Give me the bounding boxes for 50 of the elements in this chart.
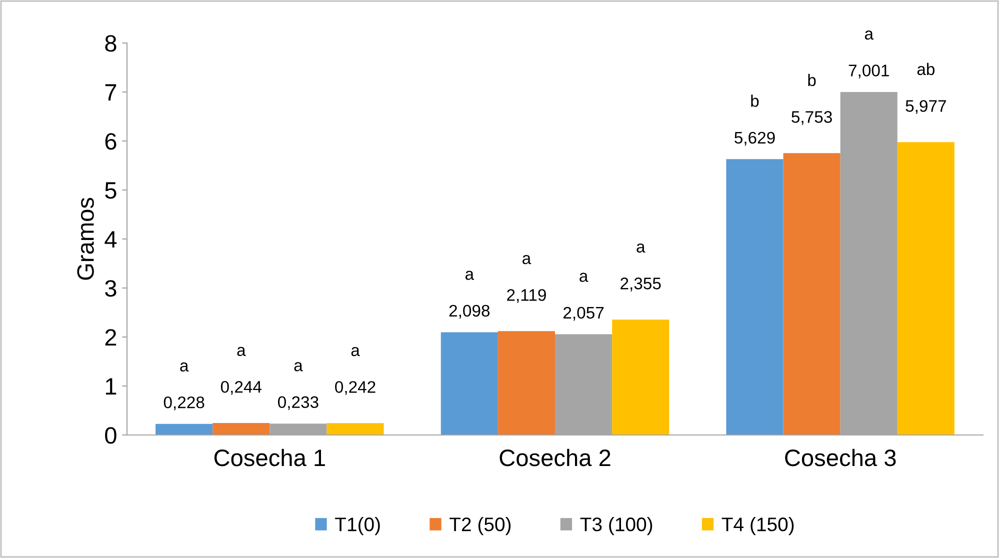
annotation: a (237, 346, 246, 356)
annotation: b (808, 74, 816, 86)
annotation: a (351, 347, 360, 356)
text: a (864, 30, 874, 40)
legend-label: T3 (100) (580, 516, 652, 536)
annotation: ab (917, 62, 935, 76)
annotation: b (751, 94, 759, 107)
bar (783, 153, 840, 435)
legend-label: T4 (150) (722, 516, 794, 536)
data-label: 2,098 (449, 304, 490, 319)
bar (440, 332, 498, 435)
legend-label: T2 (50) (450, 516, 511, 536)
bar (326, 423, 384, 435)
data-label: 2,355 (620, 278, 661, 292)
y-tick-label: 4 (104, 231, 117, 248)
annotation: a (465, 270, 474, 280)
y-tick-label: 0 (105, 427, 116, 444)
data-label: 0,242 (335, 381, 376, 395)
data-label: 7,001 (848, 64, 889, 78)
x-tick-label: Cosecha 3 (785, 448, 896, 466)
data-label: 2,119 (507, 289, 546, 303)
x-tick-label: Cosecha 2 (500, 448, 610, 466)
data-label: 0,233 (278, 396, 318, 410)
y-tick-label: 8 (105, 35, 116, 52)
bar (498, 331, 555, 435)
y-tick-label: 6 (105, 133, 116, 150)
data-label: 2,057 (564, 306, 604, 321)
y-tick-label: 7 (105, 84, 116, 101)
annotation: a (580, 272, 588, 282)
data-label: 5,629 (734, 132, 775, 146)
annotation: a (522, 255, 532, 264)
bar (612, 320, 670, 435)
bar (897, 142, 954, 435)
data-label: 0,244 (220, 381, 262, 395)
y-tick-label: 1 (106, 378, 116, 395)
y-axis-title: Gramos (77, 198, 94, 280)
bar (156, 424, 213, 435)
y-tick-label: 2 (105, 329, 116, 346)
x-tick-label: Cosecha 1 (214, 448, 325, 466)
y-tick-label: 3 (105, 280, 116, 297)
y-tick-label: 5 (105, 182, 116, 199)
bar (726, 159, 784, 435)
data-label: 0,228 (164, 396, 204, 410)
data-label: 5,753 (792, 111, 832, 125)
legend-label: T1(0) (335, 516, 380, 536)
annotation: a (636, 243, 646, 253)
annotation: a (180, 362, 189, 372)
bar (212, 423, 270, 435)
data-label: 5,977 (906, 100, 946, 114)
annotation: a (294, 362, 303, 372)
